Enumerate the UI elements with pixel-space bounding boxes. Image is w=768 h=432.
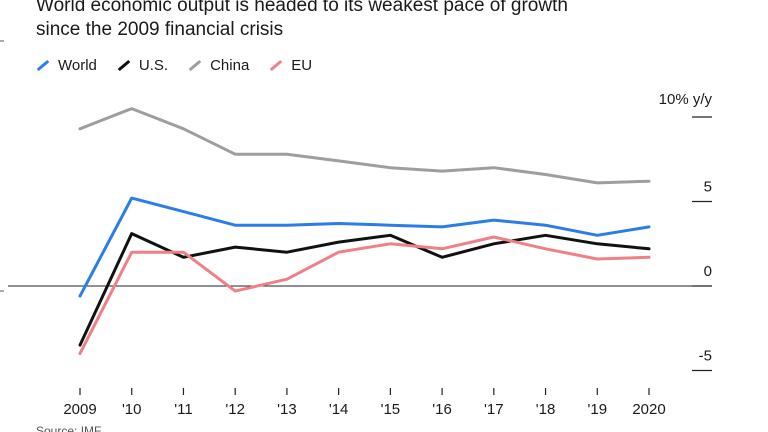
y-unit-label: 10% y/y: [659, 91, 713, 108]
series-line-eu: [78, 235, 651, 356]
legend-label-us: U.S.: [138, 57, 169, 74]
x-tick-label-11: 2020: [632, 401, 665, 418]
x-tick-label-1: '10: [122, 401, 142, 418]
x-tick-label-9: '18: [536, 401, 556, 418]
chart-legend: World U.S. China EU: [36, 57, 312, 74]
legend-item-china: China: [188, 57, 249, 74]
legend-label-china: China: [210, 57, 250, 74]
x-tick-label-3: '12: [225, 401, 245, 418]
chart-title: World economic output is headed to its w…: [36, 0, 736, 42]
series-line-china: [78, 107, 651, 185]
series-line-world: [78, 196, 651, 298]
x-tick-label-2: '11: [174, 401, 192, 418]
legend-item-us: U.S.: [117, 57, 168, 74]
source-note: Source: IMF: [36, 424, 102, 432]
legend-label-eu: EU: [291, 57, 313, 74]
x-tick-label-10: '19: [587, 401, 607, 418]
x-tick-label-4: '13: [277, 401, 297, 418]
x-tick-label-8: '17: [484, 401, 504, 418]
legend-label-world: World: [58, 57, 97, 74]
legend-item-world: World: [36, 57, 97, 74]
y-tick-label-3: -5: [699, 348, 712, 365]
chart-title-line-2: since the 2009 financial crisis: [36, 19, 284, 40]
legend-item-eu: EU: [269, 57, 312, 74]
x-tick-label-5: '14: [329, 401, 349, 418]
x-tick-label-6: '15: [381, 401, 401, 418]
y-tick-label-1: 5: [704, 179, 712, 196]
x-tick-label-0: 2009: [63, 401, 96, 418]
chart-title-line-1: World economic output is headed to its w…: [36, 0, 568, 16]
x-tick-label-7: '16: [432, 401, 452, 418]
series-line-us: [78, 232, 651, 347]
y-tick-label-2: 0: [704, 263, 712, 280]
